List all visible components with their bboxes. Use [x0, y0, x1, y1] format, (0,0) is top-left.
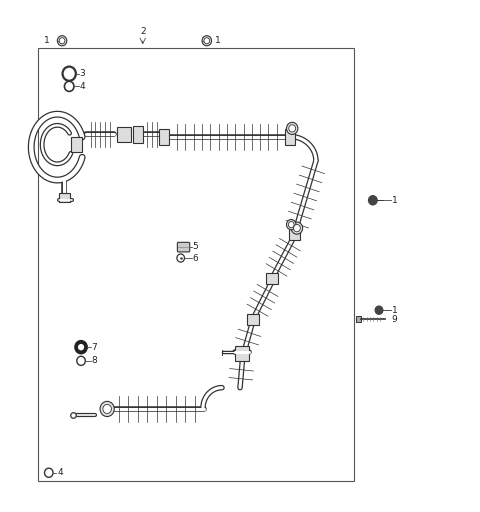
Bar — [247, 314, 259, 325]
Text: 4: 4 — [57, 468, 63, 477]
Bar — [285, 130, 295, 144]
Text: 9: 9 — [392, 315, 397, 324]
Circle shape — [204, 38, 210, 44]
Circle shape — [57, 36, 67, 46]
Bar — [117, 127, 131, 142]
Bar — [266, 273, 278, 284]
Text: 6: 6 — [192, 253, 198, 263]
Bar — [71, 138, 82, 152]
Text: 1: 1 — [44, 36, 49, 45]
Circle shape — [293, 224, 300, 232]
Circle shape — [287, 220, 296, 230]
Text: 5: 5 — [192, 242, 198, 251]
Circle shape — [75, 340, 87, 354]
Circle shape — [375, 306, 383, 314]
Text: 1: 1 — [216, 36, 221, 45]
Text: 2: 2 — [140, 27, 145, 36]
Text: 8: 8 — [92, 356, 97, 366]
Circle shape — [291, 222, 302, 234]
Text: 1: 1 — [392, 196, 397, 205]
Text: 1: 1 — [392, 306, 397, 315]
Bar — [288, 229, 300, 240]
Bar — [133, 125, 143, 143]
Circle shape — [100, 401, 114, 417]
Text: 7: 7 — [92, 343, 97, 352]
Circle shape — [59, 38, 65, 44]
Circle shape — [289, 125, 296, 132]
Circle shape — [287, 122, 298, 135]
Text: 3: 3 — [80, 69, 85, 78]
Text: 4: 4 — [80, 82, 85, 91]
Bar — [38, 48, 354, 481]
Bar — [159, 130, 169, 144]
Circle shape — [369, 196, 377, 205]
Bar — [59, 193, 71, 202]
Circle shape — [202, 36, 212, 46]
Circle shape — [288, 222, 294, 228]
FancyBboxPatch shape — [178, 242, 190, 252]
Circle shape — [103, 404, 111, 414]
Bar — [235, 346, 250, 361]
FancyBboxPatch shape — [356, 316, 361, 323]
Circle shape — [79, 345, 84, 350]
